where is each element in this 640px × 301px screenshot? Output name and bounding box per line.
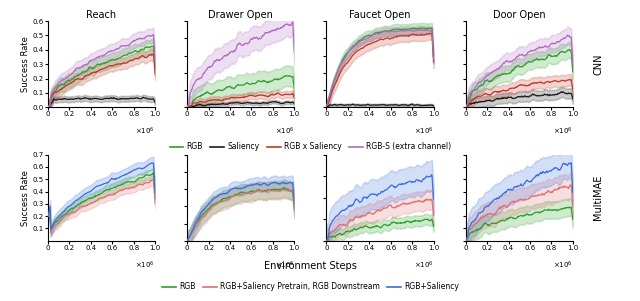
Legend: RGB, Saliency, RGB x Saliency, RGB-S (extra channel): RGB, Saliency, RGB x Saliency, RGB-S (ex…	[166, 139, 454, 154]
Y-axis label: Success Rate: Success Rate	[21, 36, 30, 92]
Text: $\times10^6$: $\times10^6$	[275, 260, 294, 271]
Text: $\times10^6$: $\times10^6$	[136, 260, 155, 271]
Text: $\times10^6$: $\times10^6$	[553, 260, 573, 271]
Text: Environment Steps: Environment Steps	[264, 261, 357, 272]
Text: $\times10^6$: $\times10^6$	[414, 126, 433, 138]
Text: CNN: CNN	[593, 53, 603, 75]
Y-axis label: Success Rate: Success Rate	[21, 170, 30, 226]
Title: Reach: Reach	[86, 10, 116, 20]
Text: MultiMAE: MultiMAE	[593, 175, 603, 220]
Legend: RGB, RGB+Saliency Pretrain, RGB Downstream, RGB+Saliency: RGB, RGB+Saliency Pretrain, RGB Downstre…	[159, 279, 462, 294]
Text: $\times10^6$: $\times10^6$	[553, 126, 573, 138]
Title: Drawer Open: Drawer Open	[209, 10, 273, 20]
Text: $\times10^6$: $\times10^6$	[275, 126, 294, 138]
Title: Faucet Open: Faucet Open	[349, 10, 411, 20]
Text: $\times10^6$: $\times10^6$	[414, 260, 433, 271]
Text: $\times10^6$: $\times10^6$	[136, 126, 155, 138]
Title: Door Open: Door Open	[493, 10, 545, 20]
